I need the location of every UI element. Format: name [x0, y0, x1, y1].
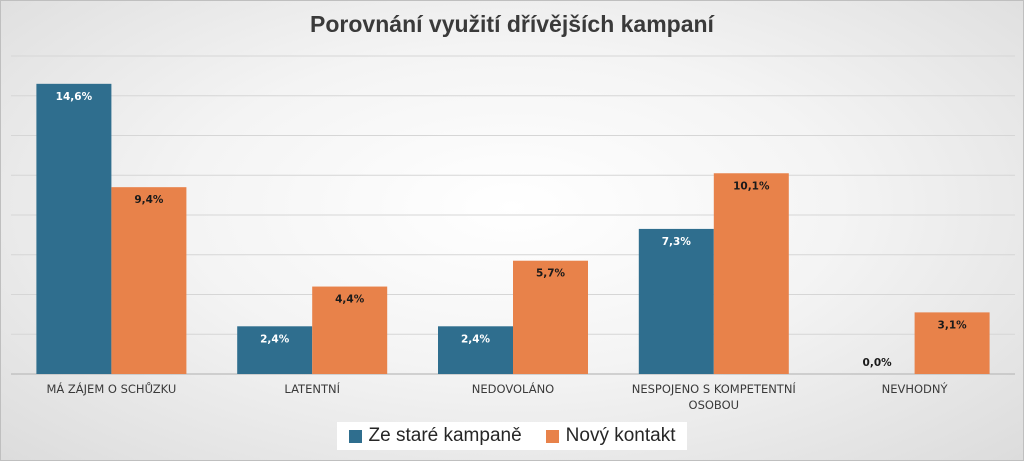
bar — [111, 187, 187, 374]
data-label: 5,7% — [536, 268, 566, 280]
legend-item-series-2: Nový kontakt — [545, 425, 676, 447]
bar — [438, 326, 513, 374]
bar — [312, 286, 388, 374]
bar — [513, 260, 588, 374]
data-label: 4,4% — [335, 294, 365, 306]
data-label: 2,4% — [260, 333, 290, 345]
legend-label-series-2: Nový kontakt — [565, 425, 676, 446]
data-label: 9,4% — [134, 194, 164, 206]
data-label: 14,6% — [56, 91, 93, 103]
data-label: 7,3% — [662, 236, 692, 248]
data-label: 2,4% — [461, 333, 491, 345]
category-label: MÁ ZÁJEM O SCHŮZKU — [46, 381, 176, 396]
category-label: NEVHODNÝ — [882, 381, 949, 396]
category-label: OSOBOU — [689, 398, 740, 412]
data-label: 0,0% — [863, 357, 893, 369]
category-label: LATENTNÍ — [284, 381, 340, 396]
legend-label-series-1: Ze staré kampaně — [368, 425, 522, 446]
legend-item-series-1: Ze staré kampaně — [348, 425, 522, 447]
data-label: 10,1% — [733, 180, 770, 192]
legend-swatch-series-1 — [348, 429, 362, 443]
bar — [36, 83, 112, 374]
bar — [713, 173, 789, 374]
category-label: NESPOJENO S KOMPETENTNÍ — [632, 381, 797, 396]
bar — [914, 312, 990, 374]
category-label: NEDOVOLÁNO — [472, 381, 554, 396]
bar — [638, 228, 714, 374]
bar — [237, 326, 313, 374]
legend: Ze staré kampaně Nový kontakt — [1, 422, 1023, 450]
chart-title: Porovnání využití dřívějších kampaní — [310, 11, 714, 37]
data-label: 3,1% — [938, 319, 968, 331]
legend-swatch-series-2 — [545, 429, 559, 443]
